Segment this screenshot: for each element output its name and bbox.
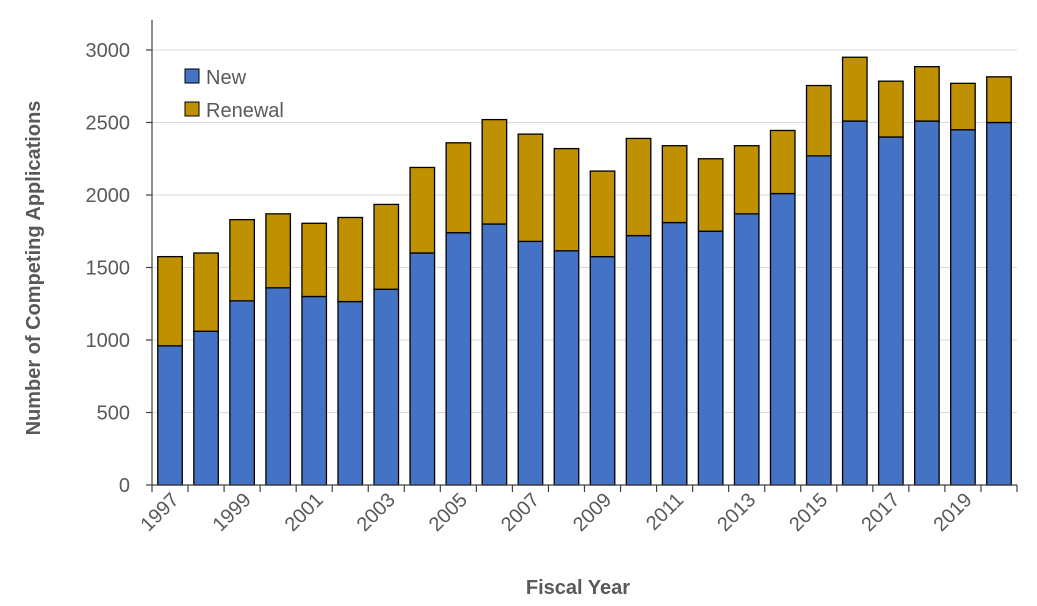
y-tick-label: 500 (97, 403, 130, 425)
x-tick-label: 2003 (353, 489, 400, 536)
axes (146, 20, 1018, 492)
bar-new-2007 (517, 240, 544, 486)
x-tick-label: 2013 (713, 489, 760, 536)
bar-new-2020 (986, 121, 1012, 486)
bar-new-2009 (589, 255, 616, 486)
y-axis-title: Number of Competing Applications (23, 101, 45, 436)
y-tick-labels: 0 500 1000 1500 2000 2500 3000 (86, 40, 131, 497)
bar-renewal-2008 (553, 147, 580, 252)
bar-renewal-2001 (301, 222, 328, 298)
bar-new-2008 (553, 250, 580, 486)
bar-new-1997 (157, 345, 183, 486)
bar-new-2011 (661, 221, 688, 486)
x-axis-title: Fiscal Year (526, 577, 630, 599)
bar-new-2017 (877, 136, 904, 486)
bar-renewal-2007 (517, 133, 544, 243)
legend-swatch-new (184, 68, 200, 84)
bar-renewal-2011 (661, 145, 688, 224)
bar-renewal-2000 (265, 213, 292, 289)
bar-renewal-2015 (805, 84, 832, 157)
bar-new-2013 (733, 213, 760, 486)
bars (157, 56, 1012, 486)
bar-renewal-2020 (986, 76, 1012, 124)
bar-new-1998 (193, 330, 219, 486)
x-tick-label: 2019 (929, 489, 976, 536)
y-tick-label: 0 (119, 475, 130, 497)
bar-new-2014 (769, 192, 796, 486)
y-tick-label: 2000 (86, 185, 131, 207)
bar-new-2002 (337, 300, 364, 486)
y-tick-label: 1500 (86, 258, 131, 280)
x-tick-label: 2017 (857, 489, 904, 536)
y-tick-label: 2500 (86, 113, 131, 135)
bar-renewal-1999 (229, 218, 256, 302)
x-tick-label: 2005 (425, 489, 472, 536)
bar-new-2001 (301, 295, 328, 486)
x-tick-labels: 1997 1999 2001 2003 2005 2007 2009 2011 2013 2015… (137, 489, 977, 536)
bar-renewal-2019 (950, 82, 976, 131)
bar-renewal-2012 (697, 158, 724, 232)
bar-new-2019 (950, 129, 976, 486)
bar-renewal-2017 (877, 80, 904, 138)
y-tick-label: 1000 (86, 330, 131, 352)
bar-renewal-2016 (841, 56, 868, 122)
x-tick-label: 1999 (209, 489, 256, 536)
bar-new-2004 (409, 252, 436, 486)
legend-swatch-renewal (184, 101, 200, 117)
bar-new-2012 (697, 230, 724, 486)
x-tick-label: 2007 (497, 489, 544, 536)
bar-new-2006 (481, 223, 508, 486)
x-tick-label: 2011 (642, 489, 688, 535)
bar-renewal-2005 (445, 142, 472, 234)
bar-renewal-2004 (409, 166, 436, 254)
legend-label-new: New (206, 67, 247, 89)
x-tick-label: 2009 (569, 489, 616, 536)
bar-renewal-2014 (769, 129, 796, 195)
x-tick-label: 2015 (785, 489, 832, 536)
bar-renewal-2006 (481, 118, 508, 225)
gridlines (152, 49, 1017, 413)
bar-renewal-2003 (373, 203, 400, 290)
bar-new-2018 (913, 120, 940, 486)
x-tick-label: 2001 (281, 489, 328, 536)
bar-new-2003 (373, 288, 400, 486)
bar-new-2016 (841, 120, 868, 486)
bar-renewal-1997 (157, 255, 183, 347)
x-tick-label: 1997 (137, 489, 184, 536)
bar-renewal-2009 (589, 170, 616, 258)
bar-renewal-2010 (625, 137, 652, 237)
bar-renewal-2013 (733, 145, 760, 215)
bar-renewal-2002 (337, 216, 364, 303)
bar-new-2000 (265, 287, 292, 486)
y-tick-label: 3000 (86, 40, 131, 62)
bar-new-1999 (229, 300, 256, 486)
bar-new-2015 (805, 155, 832, 486)
bar-new-2005 (445, 232, 472, 486)
bar-renewal-1998 (193, 252, 219, 332)
legend: New Renewal (184, 67, 284, 122)
bar-new-2010 (625, 234, 652, 486)
legend-label-renewal: Renewal (206, 100, 284, 122)
bar-renewal-2018 (913, 66, 940, 122)
